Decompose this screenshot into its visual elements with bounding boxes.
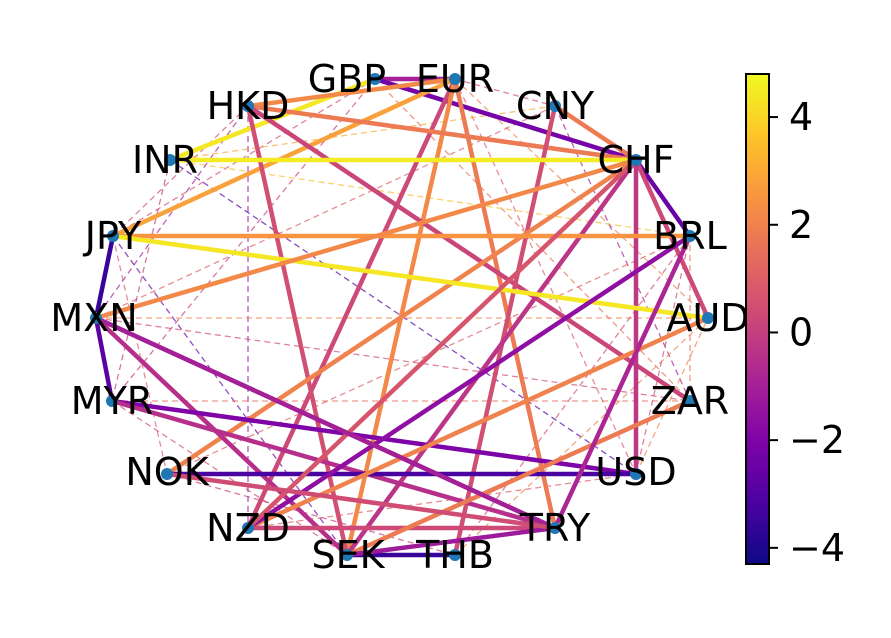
node-label-jpy: JPY (83, 214, 142, 258)
edge-weak-jpy-sek (112, 235, 348, 556)
colorbar-tick-label: 0 (789, 310, 813, 354)
edge-weak-thb-brl (454, 235, 691, 556)
edge-gbp-chf (374, 76, 637, 163)
edge-eur-try (452, 78, 558, 529)
edge-weak-cny-zar (554, 105, 691, 402)
node-label-inr: INR (132, 138, 198, 182)
edge-nzd-chf (246, 158, 638, 530)
node-brl (684, 230, 696, 242)
edge-weak-nok-brl (166, 235, 691, 475)
edge-weak-eur-usd (454, 78, 637, 475)
colorbar-frame (745, 73, 770, 565)
edge-myr-usd (111, 398, 637, 477)
node-label-hkd: HKD (207, 84, 290, 128)
colorbar-tick-label: 4 (789, 95, 813, 139)
node-label-nzd: NZD (206, 506, 290, 550)
edge-hkd-chf (247, 103, 637, 163)
edge-mxn-chf (95, 157, 637, 321)
node-label-mxn: MXN (50, 296, 137, 340)
edge-jpy-mxn (93, 235, 116, 319)
edge-cny-chf (553, 104, 638, 162)
node-label-myr: MYR (71, 379, 153, 423)
node-label-zar: ZAR (651, 379, 729, 423)
colorbar-gradient (746, 74, 769, 564)
edge-chf-sek (345, 158, 638, 557)
edge-eur-hkd (247, 76, 456, 109)
edge-myr-try (111, 398, 556, 531)
edge-hkd-zar (246, 104, 692, 403)
node-label-cny: CNY (516, 84, 595, 128)
node-label-chf: CHF (598, 138, 675, 182)
edge-eur-nzd (245, 78, 458, 529)
colorbar-tick-label: 2 (789, 203, 813, 247)
node-label-aud: AUD (666, 296, 749, 340)
edge-weak-jpy-nok (112, 235, 168, 475)
edge-weak-gbp-jpy (112, 78, 376, 237)
edge-chf-aud (633, 159, 711, 319)
edge-weak-nzd-usd (247, 473, 637, 529)
node-nok (161, 468, 173, 480)
node-label-sek: SEK (311, 533, 385, 577)
edge-jpy-aud (112, 233, 709, 321)
edge-mxn-sek (94, 316, 349, 557)
edge-chf-brl (634, 158, 692, 238)
nodes (90, 73, 714, 561)
edge-mxn-myr (93, 317, 115, 402)
edge-hkd-sek (245, 105, 350, 556)
edge-weak-thb-aud (454, 317, 709, 556)
edge-weak-hkd-jpy (112, 105, 249, 237)
edge-cny-thb (452, 105, 558, 556)
edge-weak-inr-myr (111, 159, 171, 402)
colorbar-tick-label: −4 (789, 526, 845, 570)
node-jpy (107, 230, 119, 242)
node-label-nok: NOK (125, 450, 209, 494)
edge-eur-jpy (112, 76, 456, 239)
strong-edges (93, 76, 711, 558)
node-mxn (90, 312, 102, 324)
node-inr (164, 154, 176, 166)
node-gbp (369, 73, 381, 85)
node-label-brl: BRL (653, 214, 727, 258)
colorbar-tick-label: −2 (789, 418, 845, 462)
node-chf (630, 154, 642, 166)
node-label-try: TRY (519, 506, 591, 550)
node-label-usd: USD (595, 450, 676, 494)
edge-weak-cny-mxn (95, 105, 556, 319)
edge-try-mxn (95, 315, 556, 531)
edge-sek-try (346, 525, 556, 558)
edge-weak-eur-cny (454, 78, 556, 107)
node-zar (684, 395, 696, 407)
node-usd (630, 468, 642, 480)
edge-nzd-brl (246, 234, 692, 530)
node-label-gbp: GBP (308, 57, 386, 101)
edge-nzd-aud (247, 315, 709, 531)
node-label-thb: THB (415, 533, 494, 577)
node-label-eur: EUR (416, 57, 494, 101)
node-hkd (242, 100, 254, 112)
colorbar: −4 −2 0 2 4 (745, 73, 845, 570)
edge-sek-zar (346, 398, 691, 558)
node-nzd (242, 522, 254, 534)
edge-nok-try (166, 471, 556, 531)
node-cny (549, 100, 561, 112)
node-myr (106, 395, 118, 407)
node-aud (702, 312, 714, 324)
edge-weak-usd-aud (635, 317, 709, 475)
node-eur (449, 73, 461, 85)
node-sek (341, 549, 353, 561)
edge-try-brl (552, 235, 693, 529)
colorbar-ticks: −4 −2 0 2 4 (769, 95, 845, 570)
node-try (549, 522, 561, 534)
edge-weak-usd-brl (635, 235, 691, 475)
node-thb (449, 549, 461, 561)
